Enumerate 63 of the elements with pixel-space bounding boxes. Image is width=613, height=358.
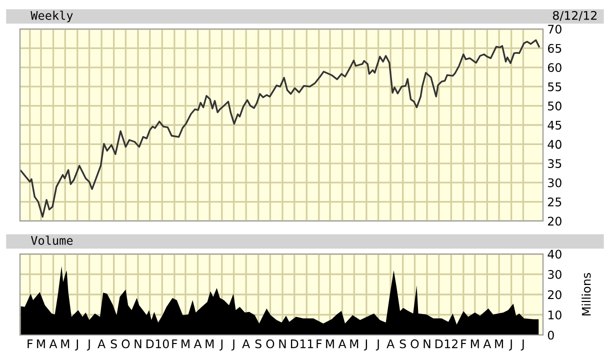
y-tick-label: 55 (548, 82, 562, 92)
x-tick-label: S (110, 339, 117, 348)
x-tick-label: 12 (444, 339, 458, 348)
x-tick-label: A (194, 340, 202, 348)
x-tick-label: M (470, 340, 479, 348)
chart-title: Volume (30, 236, 73, 245)
x-tick-label: S (400, 339, 406, 348)
x-tick-label: D (290, 340, 298, 348)
x-tick-label: N (424, 340, 430, 348)
y-tick-label: 25 (548, 198, 562, 206)
x-tick-label: J (520, 340, 524, 350)
x-tick-label: F (316, 340, 322, 348)
y-tick-label: 20 (548, 290, 562, 300)
y-tick-label: 50 (548, 102, 562, 110)
x-tick-label: A (338, 340, 346, 348)
text: 8/12/12 (552, 10, 596, 21)
x-tick-label: S (255, 339, 262, 348)
x-tick-label: M (350, 340, 358, 348)
y-tick-label: 40 (548, 250, 562, 259)
x-tick-label: J (376, 340, 379, 350)
x-tick-label: J (231, 340, 234, 350)
x-tick-label: O (410, 339, 419, 348)
x-tick-label: F (28, 340, 33, 348)
x-tick-label: N (279, 340, 286, 348)
x-tick-label: M (495, 340, 503, 348)
x-tick-label: A (49, 340, 58, 348)
x-tick-label: J (220, 340, 222, 350)
x-tick-label: A (483, 340, 492, 348)
y-tick-label: 45 (548, 120, 562, 130)
x-tick-label: D (435, 340, 443, 348)
x-tick-label: O (266, 339, 274, 348)
y-tick-label: 30 (548, 178, 562, 188)
x-tick-label: M (206, 340, 214, 348)
x-tick-label: O (122, 339, 130, 348)
x-tick-label: J (86, 340, 90, 350)
y-tick-label: 35 (548, 159, 562, 168)
y-axis-title: Millions (582, 272, 591, 316)
y-tick-label: 10 (548, 310, 562, 320)
x-tick-label: J (75, 340, 78, 350)
y-tick-label: 20 (548, 216, 562, 226)
x-tick-label: M (61, 340, 70, 348)
x-tick-label: A (242, 340, 250, 348)
x-tick-label: N (134, 340, 142, 348)
x-tick-label: F (461, 340, 466, 348)
x-tick-label: M (182, 340, 190, 348)
x-tick-label: J (508, 340, 512, 350)
x-tick-label: 11 (300, 340, 314, 348)
chart-title: Weekly (30, 10, 73, 22)
x-tick-label: A (386, 340, 395, 348)
y-tick-label: 30 (548, 270, 562, 279)
line-series (20, 39, 540, 218)
x-tick-label: F (172, 340, 178, 348)
y-tick-label: 65 (548, 44, 562, 53)
x-tick-label: J (364, 340, 368, 350)
x-tick-label: M (326, 340, 334, 348)
y-tick-label: 40 (548, 140, 562, 149)
y-tick-label: 60 (548, 63, 562, 72)
x-tick-label: A (98, 340, 106, 348)
x-tick-label: 10 (156, 339, 169, 348)
x-tick-label: M (37, 340, 45, 348)
x-tick-label: D (146, 340, 154, 348)
y-tick-label: 0 (548, 330, 554, 340)
y-tick-label: 70 (548, 24, 562, 34)
